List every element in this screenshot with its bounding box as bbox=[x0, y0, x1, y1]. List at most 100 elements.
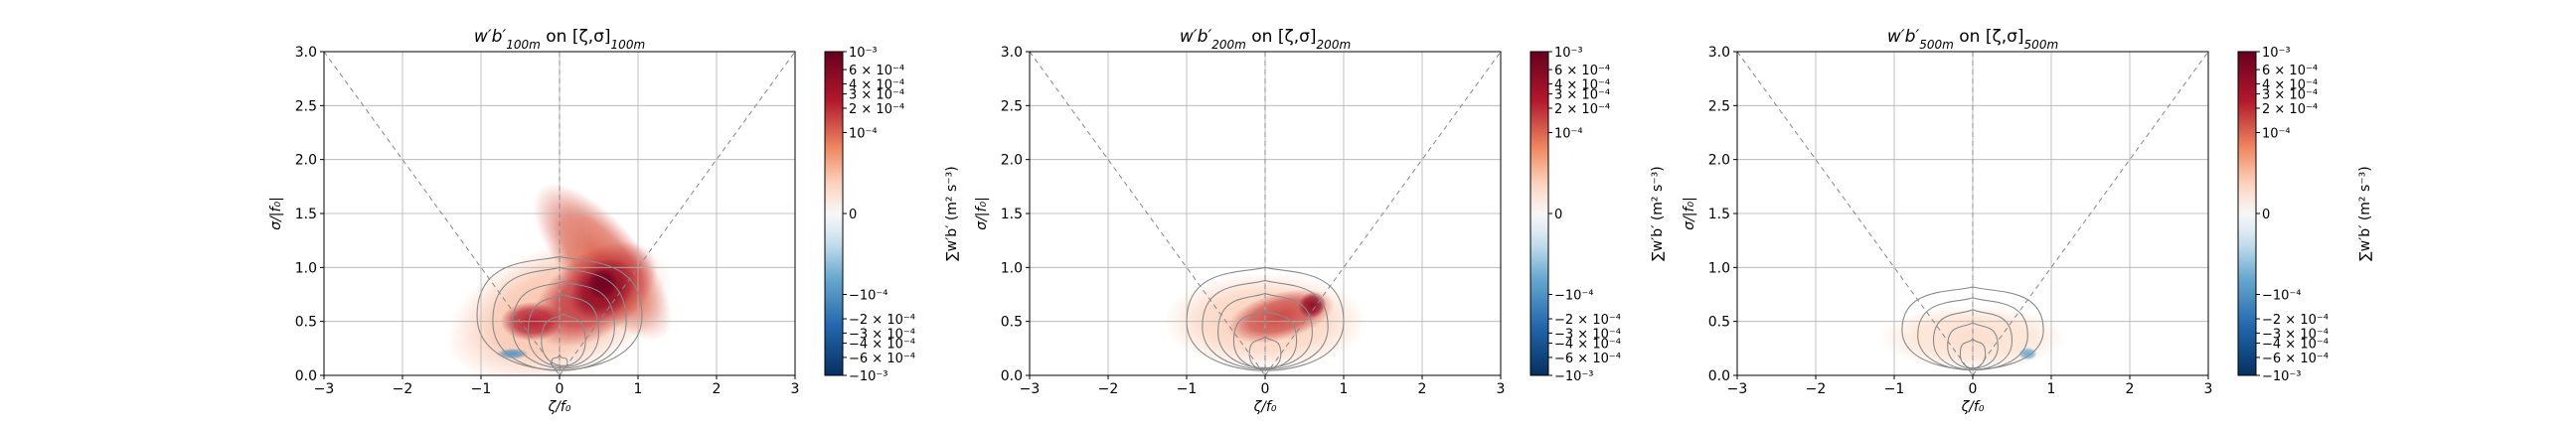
y-tick-label: 0.0 bbox=[1001, 368, 1023, 384]
colorbar-tick-label: 10⁻⁴ bbox=[2262, 127, 2291, 142]
colorbar-tick-label: −2 × 10⁻⁴ bbox=[2262, 313, 2329, 328]
y-tick-label: 2.5 bbox=[1708, 98, 1730, 114]
colorbar-tick-label: 4 × 10⁻⁴ bbox=[2262, 77, 2318, 92]
y-tick-label: 0.0 bbox=[1708, 368, 1730, 384]
y-tick-label: 0.5 bbox=[1708, 315, 1730, 331]
x-tick-label: 0 bbox=[556, 381, 564, 397]
x-tick-label: 1 bbox=[1340, 381, 1349, 397]
x-tick-label: 2 bbox=[1418, 381, 1427, 397]
reference-lines bbox=[1737, 52, 2208, 375]
x-tick-label: 0 bbox=[1261, 381, 1270, 397]
colorbar-tick-label: 10⁻³ bbox=[1554, 46, 1583, 61]
x-tick-label: 1 bbox=[2047, 381, 2056, 397]
colorbar-tick-label: 6 × 10⁻⁴ bbox=[1554, 64, 1610, 78]
y-tick-label: 1.5 bbox=[295, 207, 317, 222]
y-tick-label: 0.0 bbox=[295, 368, 317, 384]
x-tick-label: 3 bbox=[1497, 381, 1506, 397]
colorbar-tick-label: 3 × 10⁻⁴ bbox=[1554, 88, 1610, 103]
contours bbox=[1901, 286, 2044, 371]
reference-lines bbox=[324, 52, 795, 375]
contour-line bbox=[551, 353, 568, 371]
x-tick-label: −3 bbox=[1020, 381, 1041, 397]
chart-panel-2: −3 −2 −1 0 1 2 3 0.0 0.5 1.0 1.5 2.0 2.5 3.0 ζ/f₀ σ/|f₀… bbox=[974, 27, 1666, 415]
colorbar-tick-label: −10⁻³ bbox=[1554, 369, 1594, 384]
y-tick-label: 1.0 bbox=[1001, 260, 1023, 276]
y-tick-label: 1.5 bbox=[1708, 207, 1730, 222]
colorbar-tick-label: −3 × 10⁻⁴ bbox=[849, 327, 915, 342]
x-tick-label: 2 bbox=[713, 381, 722, 397]
y-axis-label: σ/|f₀| bbox=[268, 197, 284, 230]
contour-line bbox=[1186, 266, 1345, 371]
colorbar-tick-label: 10⁻³ bbox=[849, 46, 878, 61]
y-tick-label: 3.0 bbox=[295, 45, 317, 61]
y-tick-label: 0.5 bbox=[1001, 315, 1023, 331]
colorbar-bar bbox=[2237, 51, 2257, 376]
contours bbox=[476, 255, 643, 371]
colorbar-tick-label: 10⁻³ bbox=[2262, 46, 2291, 61]
y-tick-label: 3.0 bbox=[1708, 45, 1730, 61]
x-tick-label: −3 bbox=[314, 381, 335, 397]
heatmap-layer bbox=[446, 183, 673, 375]
colorbar-tick-label: −10⁻⁴ bbox=[849, 289, 888, 304]
y-axis-label: σ/|f₀| bbox=[974, 197, 990, 230]
colorbar-tick-label: 2 × 10⁻⁴ bbox=[849, 102, 904, 117]
chart-title: w′b′500m on [ζ,σ]500m bbox=[1887, 27, 2058, 52]
y-tick-label: 1.5 bbox=[1001, 207, 1023, 222]
chart-panel-1: −3 −2 −1 0 1 2 3 0.0 0.5 1.0 1.5 2.0 2.5 3.0 ζ/f₀ σ/|f₀… bbox=[268, 27, 960, 415]
colorbar-tick-label: 0 bbox=[1554, 208, 1562, 222]
colorbar-tick-label: −2 × 10⁻⁴ bbox=[849, 313, 915, 328]
contour-line bbox=[1959, 338, 1987, 369]
diag-line-right bbox=[1264, 52, 1501, 375]
colorbar-bar bbox=[1530, 51, 1549, 376]
x-tick-label: −3 bbox=[1727, 381, 1748, 397]
x-tick-label: 0 bbox=[1969, 381, 1978, 397]
contours bbox=[1186, 266, 1345, 371]
contour-line bbox=[1232, 310, 1298, 369]
colorbar-tick-label: −10⁻⁴ bbox=[1554, 289, 1594, 304]
x-tick-label: 1 bbox=[634, 381, 643, 397]
colorbar-tick-label: −6 × 10⁻⁴ bbox=[849, 352, 915, 366]
contour-line bbox=[527, 293, 600, 367]
contour-line bbox=[1917, 297, 2028, 371]
x-tick-label: −2 bbox=[1806, 381, 1827, 397]
y-tick-label: 2.5 bbox=[1001, 98, 1023, 114]
x-tick-label: −1 bbox=[1177, 381, 1198, 397]
diag-line-right bbox=[1972, 52, 2208, 375]
colorbar-tick-label: 2 × 10⁻⁴ bbox=[2262, 102, 2318, 117]
chart-panel-3: −3 −2 −1 0 1 2 3 0.0 0.5 1.0 1.5 2.0 2.5 3.0 ζ/f₀ σ/|f₀… bbox=[1682, 27, 2373, 415]
axis-ticks: −3 −2 −1 0 1 2 3 0.0 0.5 1.0 1.5 2.0 2.5 3.0 bbox=[1001, 45, 1506, 397]
y-tick-label: 1.0 bbox=[1708, 260, 1730, 276]
colorbar-tick-label: 2 × 10⁻⁴ bbox=[1554, 102, 1610, 117]
colorbar-tick-label: 6 × 10⁻⁴ bbox=[849, 64, 904, 78]
colorbar-tick-label: −4 × 10⁻⁴ bbox=[2262, 338, 2329, 353]
contour-line bbox=[492, 266, 627, 371]
colorbar-tick-label: 3 × 10⁻⁴ bbox=[849, 88, 904, 103]
colorbar: 10⁻³ 6 × 10⁻⁴4 × 10⁻⁴3 × 10⁻⁴2 × 10⁻⁴ 10⁻⁴… bbox=[824, 46, 960, 384]
contour-line bbox=[512, 280, 615, 369]
colorbar-tick-label: −3 × 10⁻⁴ bbox=[2262, 327, 2329, 342]
reference-lines bbox=[1030, 52, 1501, 375]
colorbar-label: ∑w′b′ (m² s⁻³) bbox=[2357, 166, 2373, 261]
colorbar-label: ∑w′b′ (m² s⁻³) bbox=[944, 166, 960, 261]
colorbar-tick-label: 4 × 10⁻⁴ bbox=[1554, 77, 1610, 92]
diag-line-left bbox=[1030, 52, 1266, 375]
x-tick-label: 3 bbox=[791, 381, 800, 397]
x-axis-label: ζ/f₀ bbox=[548, 399, 571, 415]
x-axis-label: ζ/f₀ bbox=[1253, 399, 1277, 415]
colorbar-bar bbox=[824, 51, 844, 376]
y-tick-label: 2.5 bbox=[295, 98, 317, 114]
y-tick-label: 2.0 bbox=[1001, 153, 1023, 169]
colorbar-tick-label: −6 × 10⁻⁴ bbox=[1554, 352, 1621, 366]
colorbar-tick-label: 0 bbox=[849, 208, 857, 222]
y-tick-label: 2.0 bbox=[295, 153, 317, 169]
colorbar-tick-label: −2 × 10⁻⁴ bbox=[1554, 313, 1621, 328]
y-tick-label: 2.0 bbox=[1708, 153, 1730, 169]
colorbar-tick-label: −10⁻⁴ bbox=[2262, 289, 2302, 304]
chart-title: w′b′200m on [ζ,σ]200m bbox=[1180, 27, 1351, 52]
contour-line bbox=[1248, 335, 1282, 371]
y-tick-label: 3.0 bbox=[1001, 45, 1023, 61]
colorbar-tick-label: −10⁻³ bbox=[2262, 369, 2302, 384]
x-tick-label: −2 bbox=[393, 381, 413, 397]
contour-line bbox=[541, 313, 586, 366]
